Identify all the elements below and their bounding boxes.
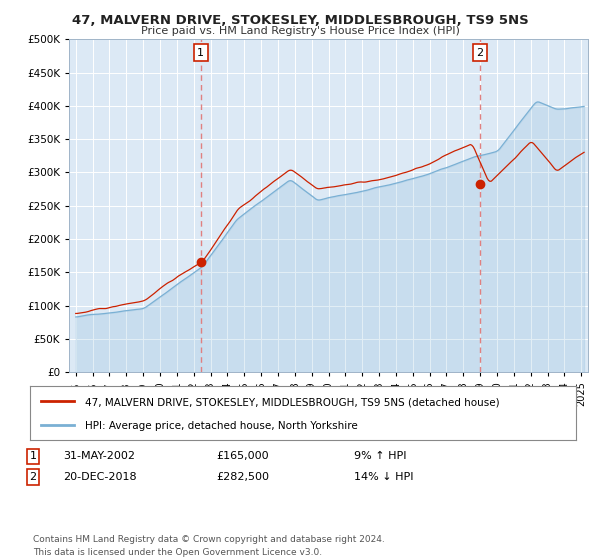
Text: 2: 2 bbox=[29, 472, 37, 482]
Text: 1: 1 bbox=[197, 48, 204, 58]
Text: HPI: Average price, detached house, North Yorkshire: HPI: Average price, detached house, Nort… bbox=[85, 421, 358, 431]
Text: 14% ↓ HPI: 14% ↓ HPI bbox=[354, 472, 413, 482]
Text: £165,000: £165,000 bbox=[216, 451, 269, 461]
Text: 1: 1 bbox=[29, 451, 37, 461]
Text: 9% ↑ HPI: 9% ↑ HPI bbox=[354, 451, 407, 461]
Text: Price paid vs. HM Land Registry's House Price Index (HPI): Price paid vs. HM Land Registry's House … bbox=[140, 26, 460, 36]
Text: 47, MALVERN DRIVE, STOKESLEY, MIDDLESBROUGH, TS9 5NS: 47, MALVERN DRIVE, STOKESLEY, MIDDLESBRO… bbox=[71, 14, 529, 27]
Text: 31-MAY-2002: 31-MAY-2002 bbox=[63, 451, 135, 461]
Text: £282,500: £282,500 bbox=[216, 472, 269, 482]
Text: Contains HM Land Registry data © Crown copyright and database right 2024.
This d: Contains HM Land Registry data © Crown c… bbox=[33, 535, 385, 557]
Text: 2: 2 bbox=[476, 48, 483, 58]
Text: 20-DEC-2018: 20-DEC-2018 bbox=[63, 472, 137, 482]
Text: 47, MALVERN DRIVE, STOKESLEY, MIDDLESBROUGH, TS9 5NS (detached house): 47, MALVERN DRIVE, STOKESLEY, MIDDLESBRO… bbox=[85, 398, 499, 407]
